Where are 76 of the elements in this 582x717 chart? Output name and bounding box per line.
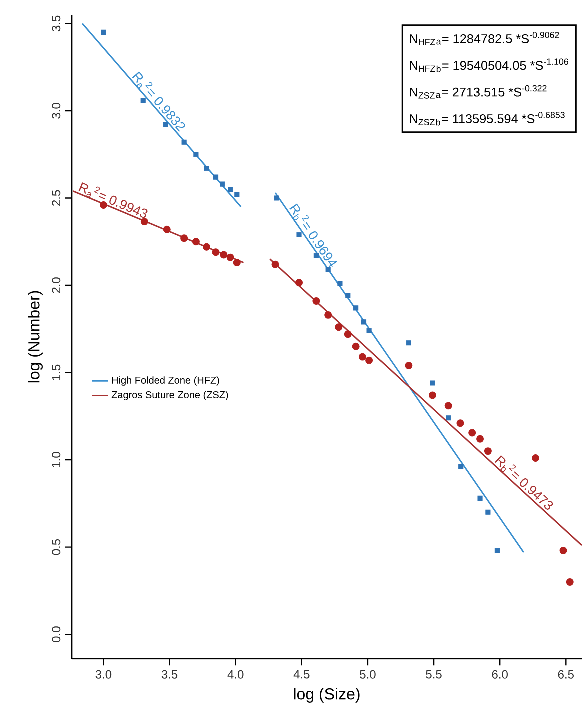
- point: [338, 281, 343, 286]
- point: [213, 174, 219, 180]
- x-tick-label: 3.5: [162, 670, 178, 679]
- point: [560, 547, 568, 555]
- point: [163, 226, 171, 234]
- point: [203, 243, 211, 251]
- point: [326, 267, 331, 272]
- point: [324, 311, 332, 319]
- annotation: N$_{HFZa}$= 1284782.5 *S$^{-0.9062}$: [410, 32, 560, 46]
- point: [100, 201, 108, 209]
- point: [192, 238, 200, 246]
- point: [234, 192, 240, 198]
- x-axis-title: log (Size): [294, 688, 360, 703]
- point: [101, 30, 106, 35]
- point: [220, 251, 228, 259]
- point: [354, 306, 359, 311]
- point: [204, 166, 210, 172]
- y-tick-label: 1.5: [52, 364, 61, 380]
- point: [312, 297, 320, 305]
- y-tick-label: 2.5: [52, 190, 61, 206]
- point: [405, 362, 413, 370]
- point: [458, 464, 464, 470]
- point: [428, 392, 436, 400]
- point: [478, 496, 483, 501]
- x-tick-label: 4.0: [228, 670, 244, 679]
- annotation: N$_{HFZb}$= 19540504.05 *S$^{-1.106}$: [410, 58, 568, 72]
- point: [344, 330, 352, 338]
- x-tick-label: 5.0: [360, 670, 376, 679]
- annotation: N$_{ZSZb}$= 113595.594 *S$^{-0.6853}$: [410, 112, 565, 126]
- legend-label: Zagros Suture Zone (ZSZ): [112, 391, 228, 400]
- x-tick-label: 5.5: [426, 670, 442, 679]
- point: [346, 293, 351, 299]
- point: [476, 435, 484, 443]
- y-tick-label: 3.0: [52, 103, 61, 119]
- point: [212, 248, 220, 256]
- point: [456, 420, 464, 428]
- legend-label: High Folded Zone (HFZ): [112, 376, 220, 386]
- point: [486, 510, 491, 515]
- y-axis-title: log (Number): [28, 291, 43, 383]
- point: [140, 98, 146, 104]
- y-tick-label: 0.0: [52, 626, 61, 642]
- y-tick-label: 0.5: [52, 539, 61, 556]
- point: [274, 196, 280, 201]
- point: [358, 353, 366, 361]
- point: [352, 342, 360, 350]
- point: [446, 416, 452, 421]
- y-tick-label: 1.0: [52, 452, 61, 468]
- point: [182, 140, 187, 145]
- y-tick-label: 3.5: [52, 16, 61, 32]
- x-tick-label: 4.5: [294, 670, 310, 679]
- point: [335, 324, 343, 332]
- point: [532, 454, 540, 462]
- point: [226, 254, 234, 262]
- point: [233, 259, 241, 267]
- point: [228, 186, 234, 192]
- x-tick-label: 6.5: [558, 670, 574, 679]
- y-tick-label: 2.0: [52, 278, 61, 294]
- point: [444, 402, 452, 410]
- point: [468, 429, 476, 437]
- point: [494, 548, 500, 554]
- x-tick-label: 6.0: [492, 670, 508, 679]
- point: [366, 328, 372, 334]
- point: [296, 232, 302, 238]
- point: [296, 279, 303, 287]
- point: [406, 340, 412, 346]
- point: [272, 260, 280, 268]
- point: [484, 448, 492, 456]
- point: [220, 182, 226, 187]
- annotation: N$_{ZSZa}$= 2713.515 *S$^{-0.322}$: [410, 85, 547, 99]
- point: [430, 380, 436, 386]
- x-tick-label: 3.0: [96, 670, 112, 679]
- point: [361, 320, 367, 325]
- point: [366, 356, 374, 364]
- point: [194, 152, 199, 158]
- point: [140, 218, 148, 226]
- point: [180, 234, 188, 242]
